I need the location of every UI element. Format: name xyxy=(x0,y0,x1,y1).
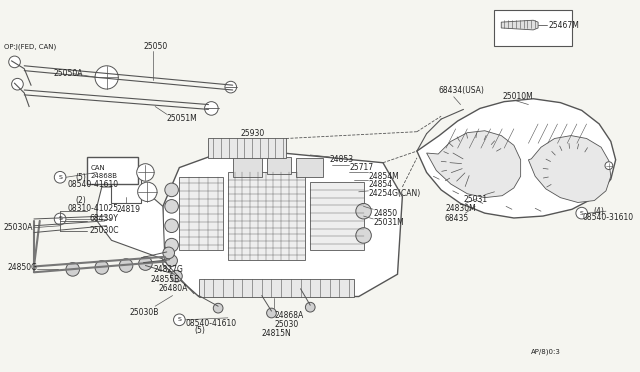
Circle shape xyxy=(213,303,223,313)
Text: 25467M: 25467M xyxy=(548,20,580,29)
Text: 68435: 68435 xyxy=(444,215,468,224)
Text: S: S xyxy=(580,211,584,216)
Circle shape xyxy=(66,263,79,276)
Text: 25051M: 25051M xyxy=(167,113,198,123)
Text: 24854M: 24854M xyxy=(369,172,399,181)
Circle shape xyxy=(605,162,612,170)
Circle shape xyxy=(165,183,179,197)
Text: 24850G: 24850G xyxy=(8,263,38,272)
Bar xyxy=(87,157,138,184)
Text: 68434(USA): 68434(USA) xyxy=(438,86,484,96)
Bar xyxy=(495,10,572,46)
Text: 25717: 25717 xyxy=(349,163,373,172)
Circle shape xyxy=(356,203,371,219)
Polygon shape xyxy=(417,99,616,218)
Circle shape xyxy=(138,182,157,202)
Text: 25030: 25030 xyxy=(275,320,299,329)
Bar xyxy=(233,156,262,177)
Text: 25031: 25031 xyxy=(463,195,488,204)
Text: (5): (5) xyxy=(194,326,205,335)
Text: 25030B: 25030B xyxy=(130,308,159,317)
Circle shape xyxy=(54,171,66,183)
Text: 24819: 24819 xyxy=(116,205,140,214)
Circle shape xyxy=(356,228,371,243)
Text: (2): (2) xyxy=(76,196,86,205)
Bar xyxy=(179,177,223,250)
Circle shape xyxy=(205,102,218,115)
Polygon shape xyxy=(501,20,538,30)
Polygon shape xyxy=(529,135,611,202)
Polygon shape xyxy=(163,148,403,296)
Text: 25930: 25930 xyxy=(241,129,265,138)
Circle shape xyxy=(54,213,66,225)
Text: 68439Y: 68439Y xyxy=(89,215,118,224)
Text: S: S xyxy=(58,217,62,221)
Text: 08540-41610: 08540-41610 xyxy=(185,319,236,328)
Text: 24254G(CAN): 24254G(CAN) xyxy=(369,189,420,198)
Text: 24868A: 24868A xyxy=(275,311,303,320)
Text: 24830M: 24830M xyxy=(446,204,477,213)
Circle shape xyxy=(165,238,179,252)
Text: 25031M: 25031M xyxy=(373,218,404,227)
Bar xyxy=(209,138,286,158)
Bar xyxy=(310,182,364,250)
Circle shape xyxy=(225,81,237,93)
Text: 24815N: 24815N xyxy=(262,329,292,338)
Text: 24827G: 24827G xyxy=(153,265,183,274)
Polygon shape xyxy=(427,131,521,198)
Circle shape xyxy=(173,314,185,326)
Text: 24868B: 24868B xyxy=(90,173,117,179)
Circle shape xyxy=(95,261,109,274)
Text: 24855B: 24855B xyxy=(150,275,180,283)
Text: 25010M: 25010M xyxy=(502,92,533,101)
Text: (5): (5) xyxy=(76,173,86,182)
Bar xyxy=(228,173,305,260)
Circle shape xyxy=(171,270,182,282)
Text: 25030A: 25030A xyxy=(4,223,33,232)
Text: 25030C: 25030C xyxy=(89,226,118,235)
Text: 08310-41025: 08310-41025 xyxy=(68,204,119,213)
Circle shape xyxy=(137,164,154,181)
Circle shape xyxy=(305,302,315,312)
Text: S: S xyxy=(177,317,181,322)
Bar xyxy=(296,158,323,177)
Circle shape xyxy=(267,308,276,318)
Circle shape xyxy=(139,257,152,270)
Circle shape xyxy=(165,199,179,213)
Text: S: S xyxy=(58,175,62,180)
Circle shape xyxy=(576,207,588,219)
Bar xyxy=(199,279,354,296)
Text: 24853: 24853 xyxy=(330,155,354,164)
Text: OP:J(FED, CAN): OP:J(FED, CAN) xyxy=(4,43,56,49)
Text: 25050: 25050 xyxy=(143,42,168,51)
Circle shape xyxy=(119,259,133,272)
Circle shape xyxy=(95,66,118,89)
Circle shape xyxy=(165,219,179,232)
Text: 24854: 24854 xyxy=(369,180,392,189)
Text: 24850: 24850 xyxy=(373,209,397,218)
Polygon shape xyxy=(97,187,165,260)
Bar xyxy=(111,176,141,203)
Text: 25050A: 25050A xyxy=(53,69,83,78)
Text: (4): (4) xyxy=(593,207,604,216)
Bar xyxy=(267,157,291,174)
Text: CAN: CAN xyxy=(90,164,105,171)
Circle shape xyxy=(12,78,23,90)
Text: 08540-31610: 08540-31610 xyxy=(582,214,634,222)
Text: 08540-41610: 08540-41610 xyxy=(68,180,119,189)
Text: 26480A: 26480A xyxy=(158,284,188,293)
Circle shape xyxy=(163,247,175,259)
Text: AP/8)0:3: AP/8)0:3 xyxy=(531,349,561,355)
Circle shape xyxy=(166,255,177,266)
Circle shape xyxy=(9,56,20,68)
